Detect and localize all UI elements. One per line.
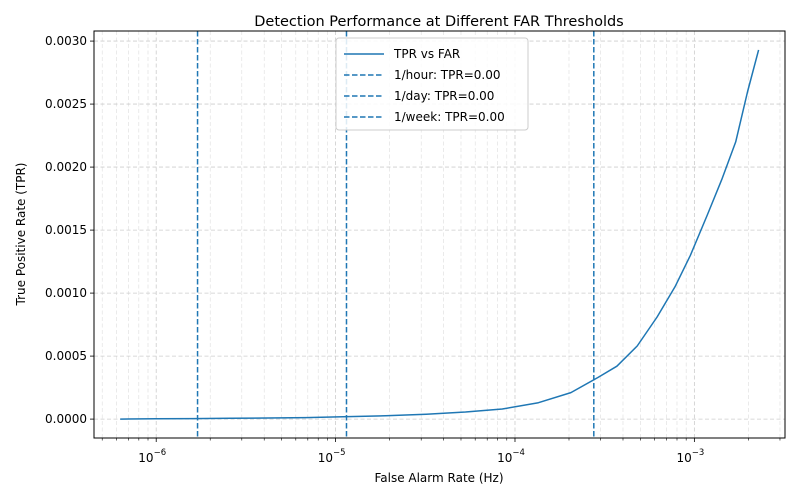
x-tick-label: 10−4 [497, 448, 525, 465]
x-tick-label: 10−3 [676, 448, 704, 465]
y-tick-label: 0.0005 [45, 349, 87, 363]
legend-box [335, 37, 529, 131]
grid [94, 31, 785, 438]
legend-entry-day: 1/day: TPR=0.00 [394, 89, 494, 103]
legend: TPR vs FAR 1/hour: TPR=0.00 1/day: TPR=0… [335, 37, 529, 131]
y-tick-label: 0.0000 [45, 412, 87, 426]
plot-frame [93, 30, 786, 439]
axes: 10−6 10−5 10−4 10−3 0.0000 0.0005 0.0010 0.0015… [45, 34, 781, 465]
series-line-0 [120, 49, 760, 420]
y-tick-label: 0.0020 [45, 160, 87, 174]
x-tick-label: 10−6 [138, 448, 166, 465]
legend-entry-tpr: TPR vs FAR [393, 47, 460, 61]
y-tick-label: 0.0015 [45, 223, 87, 237]
chart-title: Detection Performance at Different FAR T… [254, 14, 624, 30]
x-axis-label: False Alarm Rate (Hz) [374, 471, 503, 485]
legend-entry-hour: 1/hour: TPR=0.00 [394, 68, 501, 82]
plot-lines [120, 31, 760, 438]
x-tick-label: 10−5 [318, 448, 346, 465]
y-tick-label: 0.0030 [45, 34, 87, 48]
legend-entry-week: 1/week: TPR=0.00 [394, 110, 505, 124]
y-tick-label: 0.0025 [45, 97, 87, 111]
y-tick-label: 0.0010 [45, 286, 87, 300]
y-axis-label: True Positive Rate (TPR) [14, 163, 28, 307]
